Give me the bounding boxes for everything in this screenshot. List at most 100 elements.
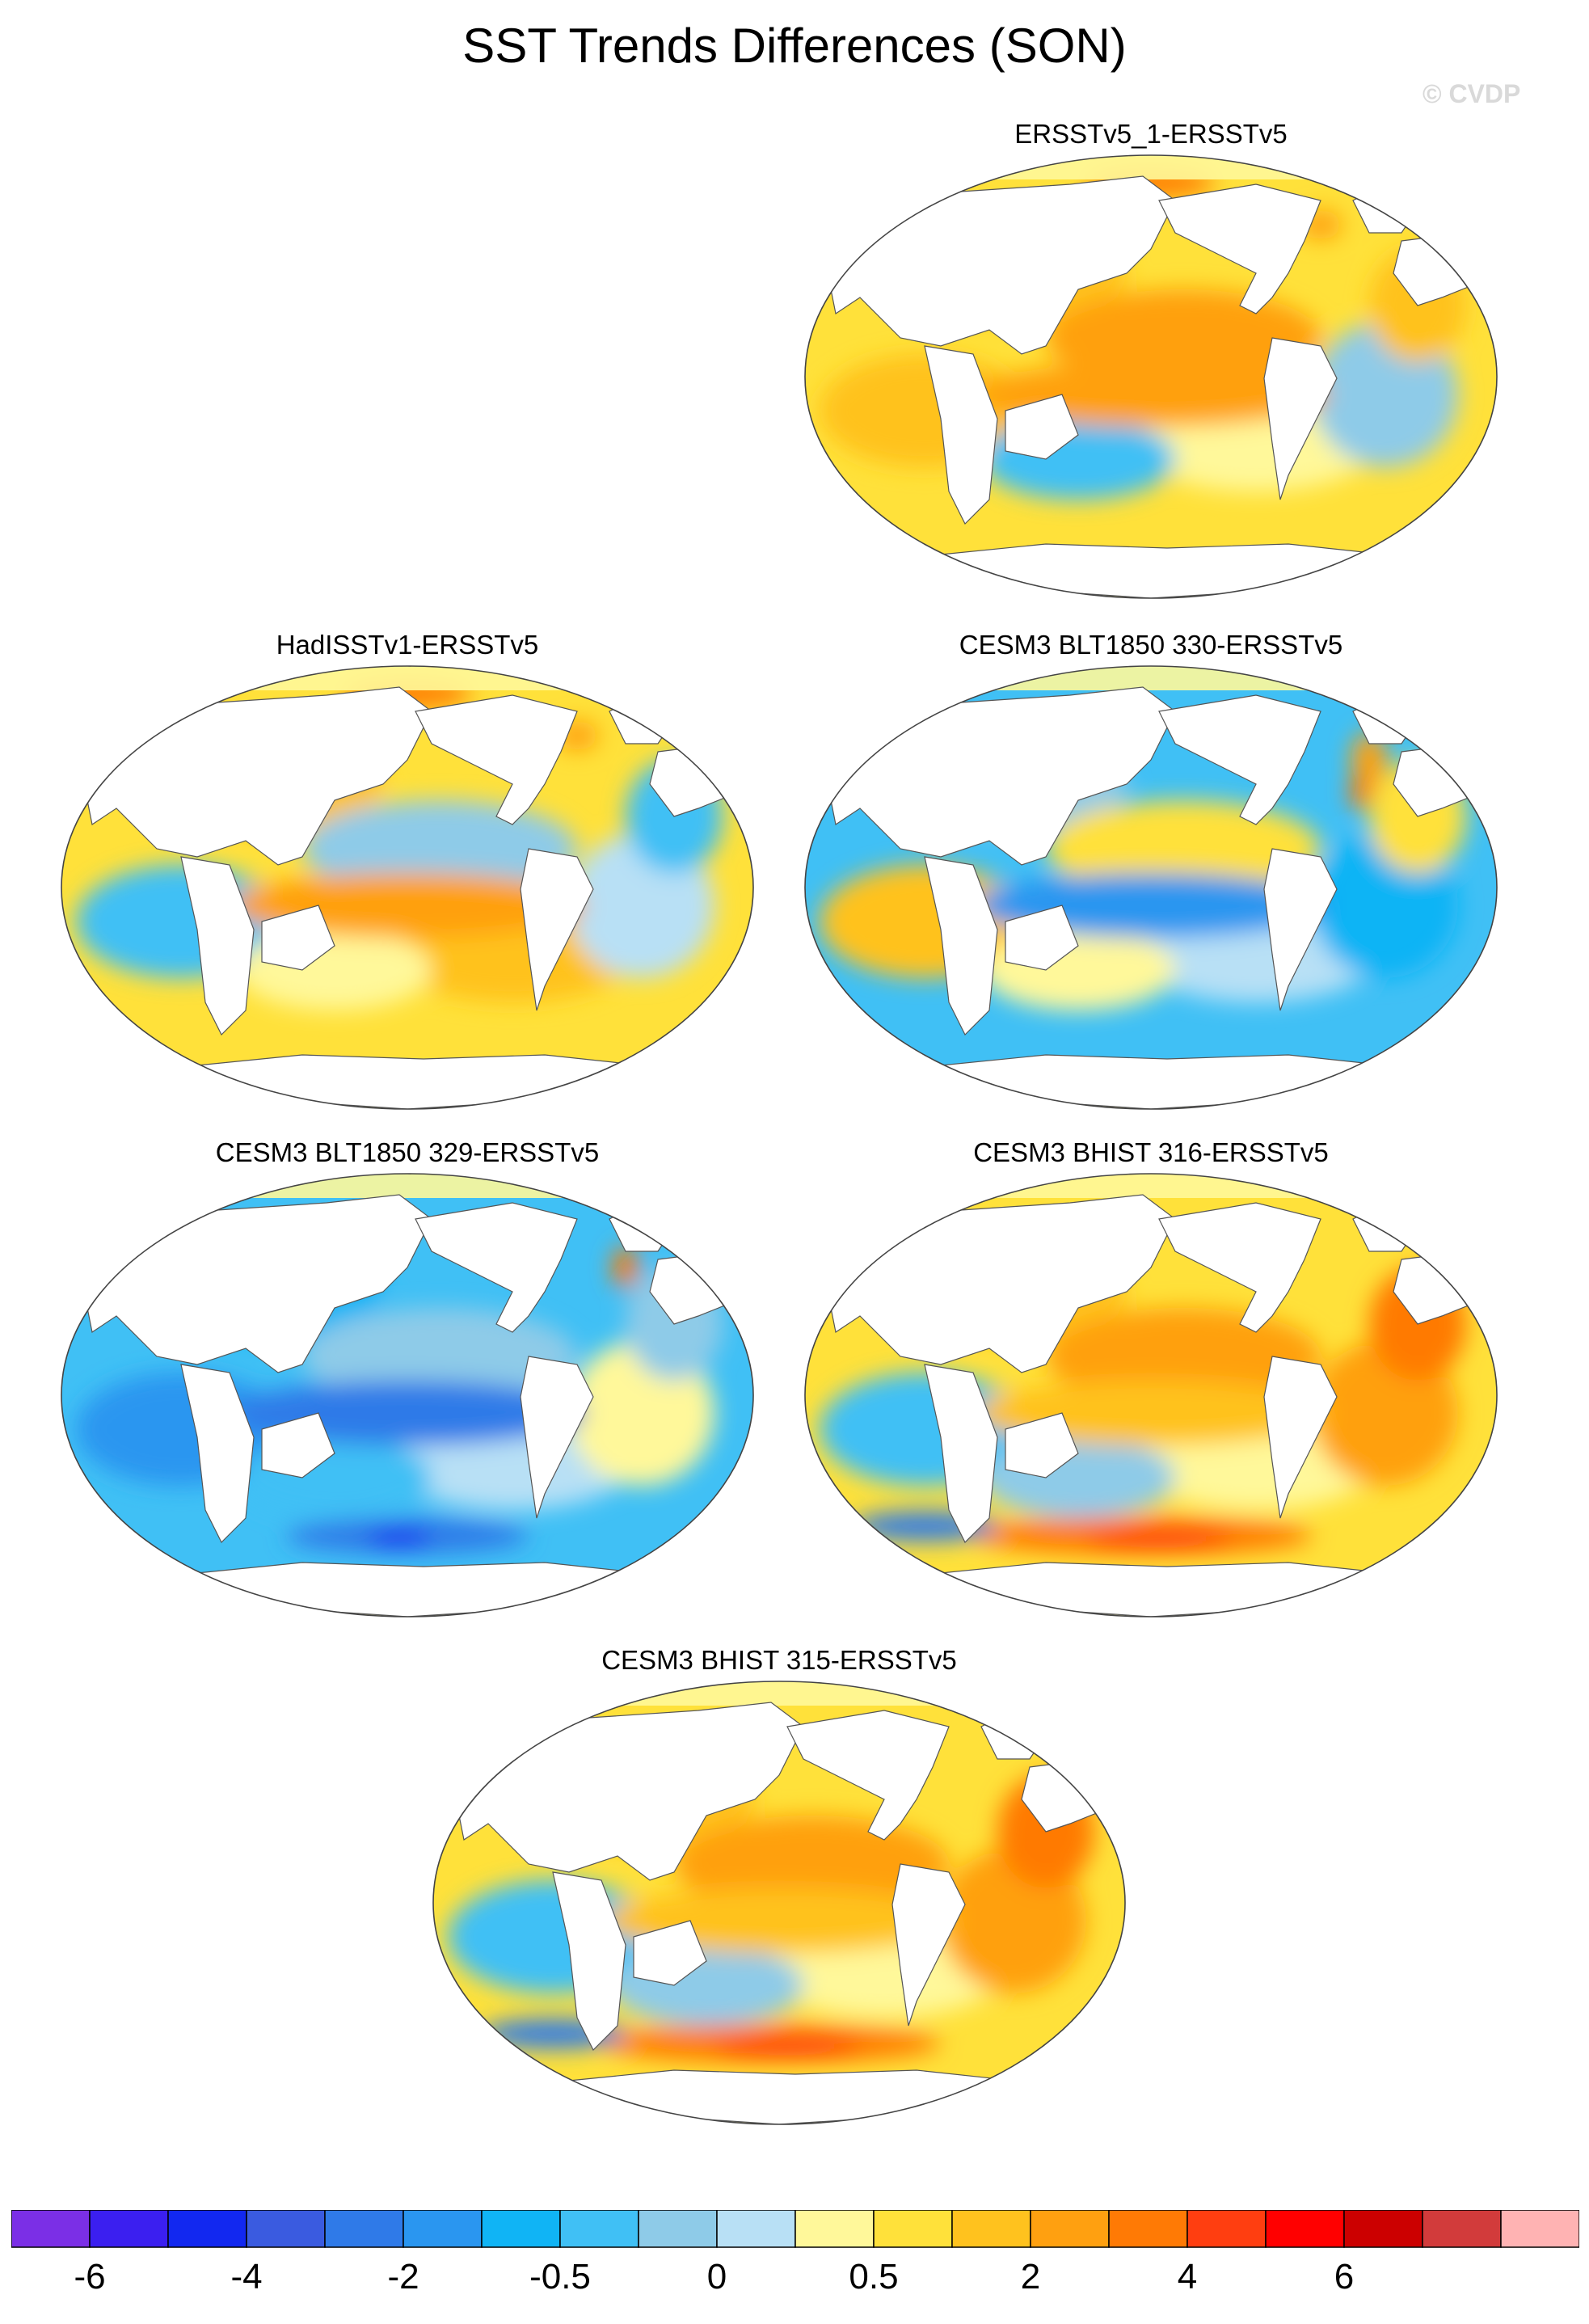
land-mass xyxy=(1158,183,1321,314)
colorbar-box xyxy=(638,2210,718,2248)
colorbar-box xyxy=(167,2210,247,2248)
land-mass xyxy=(924,1562,1402,1617)
land-mass xyxy=(520,848,594,1011)
sst-map xyxy=(804,1173,1498,1618)
anomaly-core xyxy=(613,1246,639,1289)
anomaly-region xyxy=(1046,1308,1321,1405)
anomaly-core xyxy=(367,1530,432,1546)
colorbar-box xyxy=(559,2210,639,2248)
colorbar xyxy=(11,2210,1579,2248)
anomaly-core xyxy=(1350,774,1372,810)
land-mass xyxy=(924,1364,998,1544)
colorbar-box xyxy=(1186,2210,1267,2248)
land-mass xyxy=(924,856,998,1036)
colorbar-tick-label: -2 xyxy=(387,2257,419,2297)
land-mass xyxy=(1263,1356,1338,1519)
colorbar-box xyxy=(1422,2210,1502,2248)
land-mass xyxy=(1263,848,1338,1011)
land-mass xyxy=(1005,905,1079,971)
colorbar-tick-label: -0.5 xyxy=(529,2257,591,2297)
colorbar-tick-label: 2 xyxy=(1020,2257,1041,2297)
colorbar-box xyxy=(1343,2210,1423,2248)
sst-map xyxy=(61,1173,754,1618)
colorbar-box xyxy=(873,2210,953,2248)
map-panel-blt1850-330: CESM3 BLT1850 330-ERSSTv5 xyxy=(803,629,1498,1114)
land-mass xyxy=(180,1562,659,1617)
colorbar-box xyxy=(1030,2210,1110,2248)
sst-map xyxy=(804,665,1498,1110)
colorbar-box xyxy=(481,2210,561,2248)
map-panel-bhist-315: CESM3 BHIST 315-ERSSTv5 xyxy=(432,1644,1127,2129)
anomaly-region xyxy=(1046,800,1321,897)
land-mass xyxy=(415,694,578,825)
land-mass xyxy=(180,1364,255,1544)
land-mass xyxy=(1263,337,1338,500)
map-panel-bhist-316: CESM3 BHIST 316-ERSSTv5 xyxy=(803,1137,1498,1622)
anomaly-core xyxy=(1086,1529,1232,1549)
anomaly-core xyxy=(1351,732,1387,787)
colorbar-box xyxy=(246,2210,326,2248)
map-border xyxy=(432,1681,1126,2125)
colorbar-tick-label: -6 xyxy=(74,2257,106,2297)
anomaly-region xyxy=(674,1816,949,1913)
panel-title: CESM3 BLT1850 330-ERSSTv5 xyxy=(959,630,1343,660)
colorbar-box xyxy=(951,2210,1031,2248)
anomaly-core xyxy=(714,2037,860,2056)
polar-band xyxy=(805,1174,1497,1198)
colorbar-box xyxy=(11,2210,91,2248)
land-mass xyxy=(552,2069,1031,2124)
polar-band xyxy=(433,1681,1125,1706)
polar-band xyxy=(61,1174,753,1198)
colorbar-tick-label: 0.5 xyxy=(849,2257,899,2297)
land-mass xyxy=(1005,394,1079,460)
map-panel-hadisst: HadISSTv1-ERSSTv5 xyxy=(60,629,755,1114)
map-panel-blt1850-329: CESM3 BLT1850 329-ERSSTv5 xyxy=(60,1137,755,1622)
colorbar-box xyxy=(89,2210,169,2248)
colorbar-box xyxy=(324,2210,404,2248)
land-mass xyxy=(1005,1412,1079,1478)
land-mass xyxy=(891,1863,966,2027)
polar-band xyxy=(61,666,753,690)
land-mass xyxy=(1158,1202,1321,1333)
sst-map xyxy=(432,1681,1126,2125)
colorbar-box xyxy=(716,2210,796,2248)
land-mass xyxy=(924,1054,1402,1109)
land-mass xyxy=(1158,694,1321,825)
land-mass xyxy=(180,1054,659,1109)
colorbar-box xyxy=(1108,2210,1188,2248)
land-mass xyxy=(520,1356,594,1519)
colorbar-tick-label: 4 xyxy=(1177,2257,1198,2297)
panel-title: CESM3 BHIST 316-ERSSTv5 xyxy=(973,1137,1329,1167)
map-panel-ersstv5-1: ERSSTv5_1-ERSSTv5 xyxy=(803,118,1498,603)
map-border xyxy=(61,665,754,1110)
panel-title: ERSSTv5_1-ERSSTv5 xyxy=(1014,119,1288,149)
colorbar-tick-label: 6 xyxy=(1334,2257,1355,2297)
land-mass xyxy=(633,1920,707,1986)
map-border xyxy=(61,1173,754,1618)
page-title: SST Trends Differences (SON) xyxy=(462,19,1127,73)
sst-map xyxy=(804,154,1498,599)
polar-band xyxy=(805,666,1497,690)
panel-title: HadISSTv1-ERSSTv5 xyxy=(276,630,539,660)
colorbar-box xyxy=(1265,2210,1345,2248)
colorbar-tick-label: -4 xyxy=(230,2257,263,2297)
colorbar-box xyxy=(403,2210,483,2248)
map-border xyxy=(804,154,1498,599)
colorbar-box xyxy=(794,2210,875,2248)
colorbar-tick-label: 0 xyxy=(706,2257,727,2297)
anomaly-region xyxy=(302,800,577,897)
land-mass xyxy=(786,1710,950,1841)
land-mass xyxy=(924,543,1402,598)
land-mass xyxy=(924,345,998,525)
land-mass xyxy=(261,1412,335,1478)
panel-title: CESM3 BHIST 315-ERSSTv5 xyxy=(601,1645,957,1675)
land-mass xyxy=(552,1871,626,2052)
polar-band xyxy=(805,155,1497,179)
panel-title: CESM3 BLT1850 329-ERSSTv5 xyxy=(215,1137,600,1167)
watermark: © CVDP xyxy=(1423,79,1521,108)
land-mass xyxy=(180,856,255,1036)
anomaly-region xyxy=(302,1308,577,1405)
land-mass xyxy=(415,1202,578,1333)
sst-map xyxy=(61,665,754,1110)
map-border xyxy=(804,665,1498,1110)
